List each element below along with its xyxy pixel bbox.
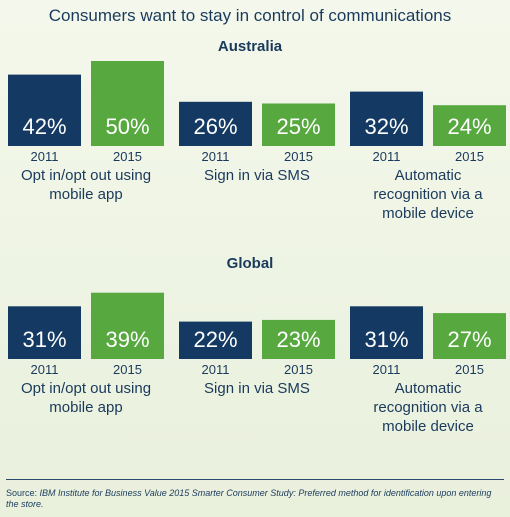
data-label: 50% <box>105 114 149 139</box>
category-label: mobile app <box>49 186 122 203</box>
bar-2015 <box>91 61 164 146</box>
year-label: 2011 <box>373 149 401 164</box>
year-label: 2011 <box>202 149 230 164</box>
source-text: IBM Institute for Business Value 2015 Sm… <box>6 488 492 509</box>
category-label: Opt in/opt out using <box>21 380 151 397</box>
data-label: 42% <box>22 114 66 139</box>
footer-divider <box>6 479 504 480</box>
source-note: Source: IBM Institute for Business Value… <box>6 488 504 510</box>
data-label: 31% <box>364 327 408 352</box>
category-label: Opt in/opt out using <box>21 167 151 184</box>
category-label: mobile app <box>49 399 122 416</box>
data-label: 39% <box>105 327 149 352</box>
panel-title: Global <box>227 255 274 272</box>
year-label: 2015 <box>113 362 142 377</box>
chart-title: Consumers want to stay in control of com… <box>49 6 452 25</box>
panel-title: Australia <box>218 38 283 55</box>
bar-2015 <box>91 292 164 359</box>
category-label: Sign in via SMS <box>204 167 310 184</box>
bar-2011 <box>350 306 423 359</box>
bar-2015 <box>433 313 506 359</box>
category-label: recognition via a <box>373 399 483 416</box>
bar-2015 <box>262 103 335 146</box>
year-label: 2015 <box>284 362 313 377</box>
data-label: 32% <box>364 114 408 139</box>
year-label: 2011 <box>202 362 230 377</box>
category-label: Sign in via SMS <box>204 380 310 397</box>
year-label: 2015 <box>113 149 142 164</box>
bar-2015 <box>262 319 335 359</box>
source-label: Source: <box>6 488 40 498</box>
category-label: recognition via a <box>373 186 483 203</box>
year-label: 2015 <box>455 149 484 164</box>
category-label: mobile device <box>382 205 474 222</box>
data-label: 31% <box>22 327 66 352</box>
data-label: 27% <box>447 327 491 352</box>
bar-2011 <box>350 91 423 146</box>
bar-2011 <box>8 306 81 359</box>
bar-2015 <box>433 105 506 146</box>
bar-2011 <box>8 74 81 146</box>
year-label: 2015 <box>455 362 484 377</box>
data-label: 22% <box>193 327 237 352</box>
category-label: mobile device <box>382 418 474 435</box>
data-label: 24% <box>447 114 491 139</box>
year-label: 2011 <box>373 362 401 377</box>
bar-2011 <box>179 101 252 146</box>
year-label: 2011 <box>31 149 59 164</box>
year-label: 2011 <box>31 362 59 377</box>
bar-2011 <box>179 321 252 359</box>
chart: Consumers want to stay in control of com… <box>8 6 506 435</box>
data-label: 26% <box>193 114 237 139</box>
year-label: 2015 <box>284 149 313 164</box>
data-label: 25% <box>276 114 320 139</box>
category-label: Automatic <box>395 167 462 184</box>
data-label: 23% <box>276 327 320 352</box>
category-label: Automatic <box>395 380 462 397</box>
